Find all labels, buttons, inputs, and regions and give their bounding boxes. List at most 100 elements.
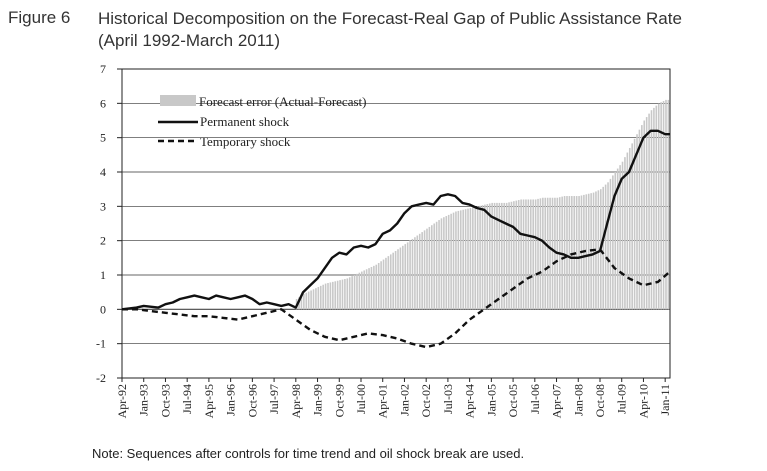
forecast-error-bar: [575, 196, 578, 310]
forecast-error-bar: [394, 250, 397, 310]
forecast-error-bar: [312, 289, 315, 310]
forecast-error-bar: [510, 201, 513, 310]
x-axis-ticks: Apr-92 Jan-93 Oct-93 Jul-94 Apr-95 Jan-96 Oct-…: [115, 378, 672, 418]
forecast-error-bar: [621, 161, 624, 310]
forecast-error-bar: [624, 157, 626, 310]
forecast-error-bar: [653, 107, 655, 310]
forecast-error-bar: [327, 283, 329, 310]
forecast-error-bar: [414, 237, 416, 310]
forecast-error-bar: [525, 199, 527, 310]
forecast-error-bar: [315, 288, 317, 310]
x-tick-label: Oct-93: [158, 384, 172, 417]
forecast-error-bar: [455, 211, 457, 310]
forecast-error-bar: [638, 129, 641, 310]
x-tick-label: Oct-08: [593, 384, 607, 417]
figure-title: Historical Decomposition on the Forecast…: [98, 8, 763, 52]
forecast-error-bar: [633, 138, 636, 310]
x-tick-label: Oct-05: [506, 384, 520, 417]
forecast-error-bar: [382, 259, 385, 310]
forecast-error-bar: [631, 143, 633, 310]
x-tick-label: Apr-10: [636, 384, 650, 418]
forecast-error-bar: [431, 225, 433, 310]
figure-title-line2: (April 1992-March 2011): [98, 31, 281, 50]
forecast-error-bar: [411, 238, 414, 310]
figure-title-line1: Historical Decomposition on the Forecast…: [98, 9, 682, 28]
x-tick-label: Apr-07: [550, 384, 564, 418]
forecast-error-bar: [373, 265, 375, 310]
y-tick-label: 6: [100, 96, 106, 110]
forecast-error-bar: [648, 113, 650, 310]
y-tick-label: 2: [100, 234, 106, 248]
x-tick-label: Jan-08: [571, 384, 585, 416]
forecast-error-bar: [447, 214, 450, 310]
x-tick-label: Apr-01: [376, 384, 390, 418]
forecast-error-bar: [409, 240, 411, 310]
forecast-error-bar: [319, 285, 322, 310]
forecast-error-bar: [353, 275, 356, 310]
forecast-error-bar: [571, 196, 573, 310]
forecast-error-bar: [416, 235, 419, 310]
forecast-error-bar: [300, 295, 303, 310]
forecast-error-bar: [443, 217, 445, 310]
forecast-error-bar: [459, 210, 462, 310]
y-tick-label: -1: [96, 337, 106, 351]
forecast-error-bar: [626, 152, 629, 310]
series-lines: [121, 129, 671, 349]
forecast-error-bar: [563, 196, 566, 310]
legend-swatch-forecast-error: [160, 95, 196, 106]
forecast-error-bar: [655, 105, 658, 310]
forecast-error-bar: [360, 271, 363, 310]
forecast-error-bar: [365, 269, 368, 310]
forecast-error-bar: [641, 125, 643, 310]
forecast-error-bar: [348, 277, 351, 310]
forecast-error-bar: [481, 205, 484, 310]
forecast-error-bar: [513, 201, 515, 310]
forecast-error-bar: [488, 203, 491, 310]
forecast-error-bar: [472, 207, 474, 310]
x-tick-label: Oct-99: [332, 384, 346, 417]
forecast-error-bar: [665, 99, 667, 310]
forecast-error-bar: [402, 245, 404, 310]
x-tick-label: Jan-93: [137, 384, 151, 416]
forecast-error-bar: [341, 279, 344, 310]
forecast-error-bar: [433, 223, 436, 310]
forecast-error-bar: [578, 196, 580, 310]
forecast-error-bar: [380, 261, 382, 310]
x-tick-label: Jul-97: [267, 384, 281, 414]
forecast-error-bars: [295, 99, 670, 310]
forecast-error-bar: [435, 221, 438, 310]
forecast-error-bar: [667, 99, 670, 310]
y-axis-ticks: 7 6 5 4 3 2 1 0 -1 -2: [96, 62, 122, 385]
forecast-error-bar: [467, 208, 469, 310]
forecast-error-bar: [370, 266, 373, 310]
forecast-error-bar: [339, 280, 341, 310]
x-tick-label: Jan-99: [311, 384, 325, 416]
forecast-error-bar: [421, 232, 423, 310]
y-tick-label: -2: [96, 371, 106, 385]
forecast-error-bar: [423, 230, 426, 310]
y-tick-label: 7: [100, 62, 106, 76]
forecast-error-bar: [324, 283, 327, 310]
forecast-error-bar: [585, 194, 588, 310]
forecast-error-bar: [329, 282, 332, 310]
forecast-error-bar: [537, 198, 539, 310]
x-tick-label: Oct-02: [419, 384, 433, 417]
forecast-error-bar: [534, 199, 537, 310]
forecast-error-bar: [336, 280, 339, 310]
forecast-error-bar: [406, 242, 409, 310]
y-tick-label: 5: [100, 131, 106, 145]
forecast-error-bar: [597, 190, 600, 310]
forecast-error-bar: [587, 193, 590, 310]
forecast-error-bar: [486, 204, 489, 310]
permanent-shock-line: [121, 129, 670, 311]
forecast-error-bar: [616, 168, 619, 310]
forecast-error-bar: [474, 206, 477, 310]
forecast-error-bar: [520, 199, 522, 310]
forecast-error-bar: [501, 202, 503, 310]
forecast-error-bar: [305, 292, 308, 310]
forecast-error-bar: [609, 178, 612, 310]
forecast-error-bar: [539, 198, 542, 310]
forecast-error-bar: [404, 244, 407, 310]
forecast-error-bar: [385, 257, 387, 310]
forecast-error-bar: [452, 212, 455, 310]
